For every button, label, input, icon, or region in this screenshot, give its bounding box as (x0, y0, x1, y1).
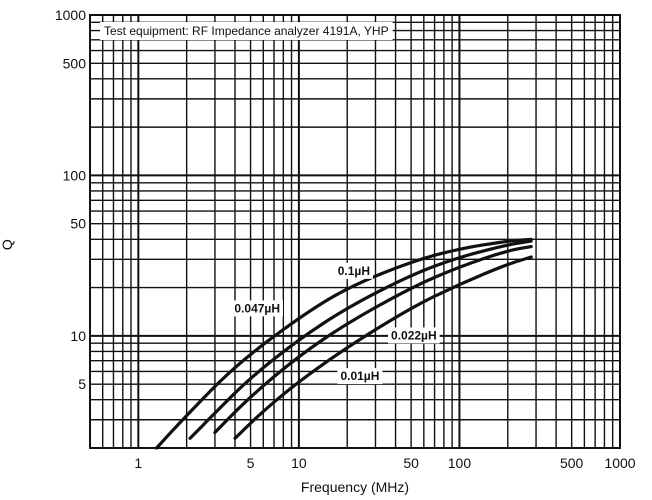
y-tick-label: 100 (63, 167, 87, 183)
test-equipment-note-box: Test equipment: RF Impedance analyzer 41… (100, 22, 393, 40)
series-curve (188, 239, 533, 440)
y-tick-label: 1000 (55, 7, 86, 23)
series-label-background (334, 262, 373, 279)
series-curves: 0.1µH 0.047µH 0.022µH 0.01µH (155, 237, 533, 450)
x-tick-label: 5 (247, 455, 255, 471)
series-label-background (231, 300, 284, 317)
y-tick-label: 5 (78, 376, 86, 392)
plot-frame (89, 14, 621, 449)
series-label: 0.1µH (338, 264, 370, 278)
x-tick-label: 10 (291, 455, 307, 471)
note-background (100, 22, 393, 40)
axis-ticks: 1 5 10 50 100 500 1000 5 10 50 100 500 1000 (55, 7, 636, 471)
y-tick-label: 50 (70, 216, 86, 232)
test-equipment-note: Test equipment: RF Impedance analyzer 41… (104, 24, 389, 38)
series-label: 0.01µH (340, 369, 379, 383)
series-label: 0.047µH (234, 301, 280, 315)
x-tick-label: 1 (134, 455, 142, 471)
series-curve (213, 245, 533, 435)
grid-lines (90, 15, 620, 448)
series-label: 0.022µH (391, 328, 437, 342)
series-curve (155, 237, 533, 450)
series-label-background (388, 327, 440, 344)
x-tick-label: 50 (403, 455, 419, 471)
x-tick-label: 500 (560, 455, 584, 471)
series-curve (233, 255, 533, 440)
y-tick-label: 500 (63, 55, 87, 71)
y-axis-title: Q (0, 239, 15, 250)
x-axis-title: Frequency (MHz) (301, 479, 409, 495)
y-tick-label: 10 (70, 328, 86, 344)
series-label-background (337, 368, 383, 385)
x-tick-label: 100 (448, 455, 472, 471)
x-tick-label: 1000 (604, 455, 635, 471)
